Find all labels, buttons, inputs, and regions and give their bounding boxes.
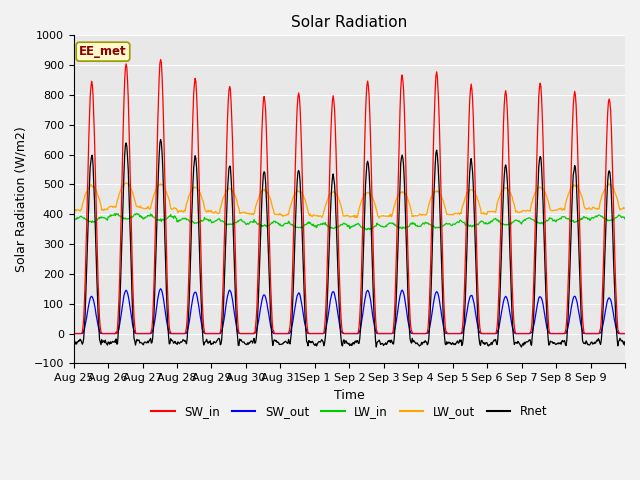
LW_in [621,216,629,222]
SW_out [621,331,629,336]
LW_out [70,207,77,213]
SW_in [70,331,77,336]
LW_in [285,218,292,224]
LW_in [438,223,446,229]
SW_out [157,286,164,292]
Rnet [407,339,415,345]
Text: EE_met: EE_met [79,45,127,58]
SW_in [157,57,164,62]
LW_in [264,222,271,228]
Rnet [518,344,525,350]
LW_out [285,212,292,217]
SW_in [438,220,445,226]
LW_out [123,180,131,186]
Line: SW_in: SW_in [74,60,625,334]
LW_in [70,217,77,223]
LW_in [362,227,370,233]
X-axis label: Time: Time [334,389,365,402]
LW_out [621,205,629,211]
Title: Solar Radiation: Solar Radiation [291,15,408,30]
LW_out [264,190,271,195]
LW_in [133,211,141,216]
Line: LW_out: LW_out [74,183,625,218]
SW_out [407,330,415,336]
Rnet [285,336,292,342]
SW_in [237,331,244,336]
LW_out [438,196,446,202]
SW_out [438,313,445,319]
SW_in [621,331,629,336]
Line: SW_out: SW_out [74,289,625,334]
SW_out [264,306,271,312]
SW_in [285,330,292,336]
SW_in [264,174,271,180]
Rnet [157,137,164,143]
Rnet [237,337,244,343]
SW_out [134,331,142,336]
Rnet [621,342,629,348]
LW_out [408,209,415,215]
LW_in [135,212,143,217]
Rnet [264,231,271,237]
LW_out [135,204,143,210]
SW_out [70,331,77,336]
Rnet [438,267,445,273]
Rnet [70,340,77,346]
SW_in [407,324,415,330]
Rnet [134,337,142,343]
SW_in [134,331,142,336]
LW_in [237,217,244,223]
LW_out [375,215,383,221]
LW_out [237,210,244,216]
LW_in [408,221,415,227]
Legend: SW_in, SW_out, LW_in, LW_out, Rnet: SW_in, SW_out, LW_in, LW_out, Rnet [147,401,552,423]
Line: LW_in: LW_in [74,214,625,230]
Y-axis label: Solar Radiation (W/m2): Solar Radiation (W/m2) [15,127,28,272]
SW_out [285,331,292,336]
SW_out [237,331,244,336]
Line: Rnet: Rnet [74,140,625,347]
